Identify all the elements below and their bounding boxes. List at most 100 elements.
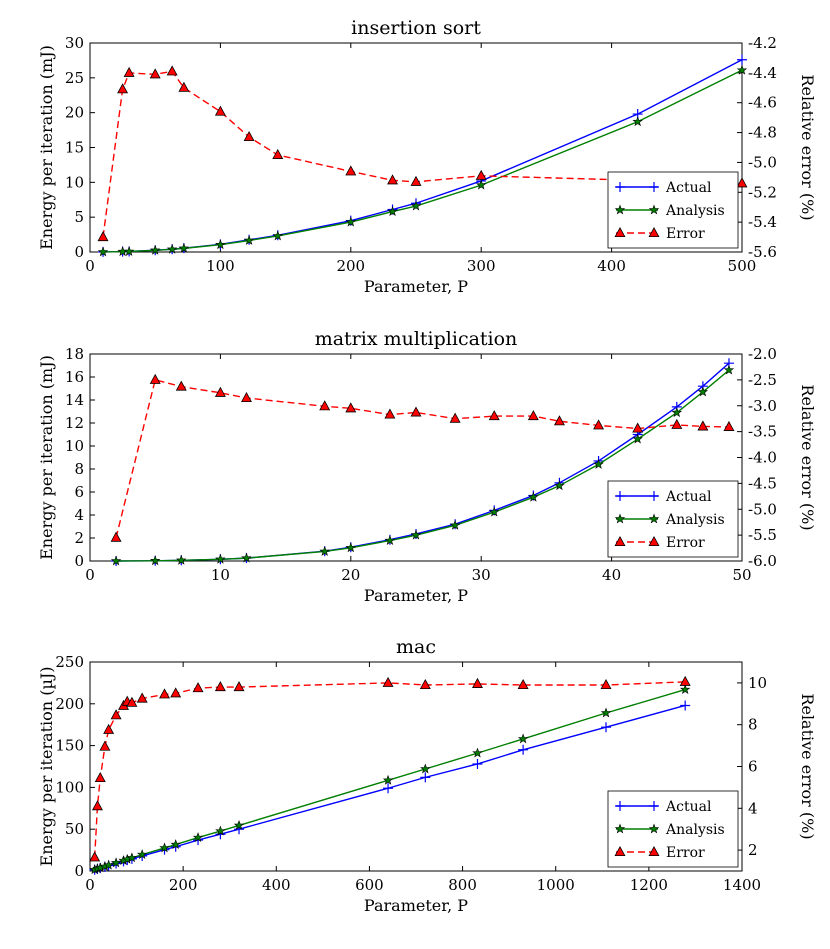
y-tick-label: 14 [65, 391, 84, 409]
data-point-error [723, 420, 735, 431]
y-tick-label: 100 [55, 778, 84, 796]
data-point-error [527, 410, 539, 421]
data-point-analysis [472, 747, 483, 758]
data-point-error [387, 174, 399, 185]
series-analysis [89, 684, 691, 875]
y-tick-label: 30 [65, 34, 84, 52]
data-point-analysis [215, 239, 226, 250]
series-analysis [110, 364, 735, 566]
legend: Actual Analysis Error [607, 171, 739, 249]
data-point-error [553, 415, 565, 426]
data-point-analysis [243, 235, 255, 245]
chart-title: insertion sort [351, 17, 481, 39]
data-point-analysis [679, 684, 691, 695]
legend-label-error: Error [666, 845, 705, 861]
legend-marker [648, 823, 660, 834]
data-point-analysis [126, 852, 138, 863]
data-point-analysis [136, 849, 148, 860]
data-point-error [233, 681, 245, 692]
legend-marker [648, 226, 660, 237]
data-point-error [214, 681, 226, 692]
data-point-analysis [345, 542, 357, 553]
y-tick-label: 6 [74, 483, 84, 501]
data-point-analysis [150, 555, 161, 566]
y-axis-label: Energy per iteration (mJ) [37, 45, 56, 250]
legend-marker [614, 513, 626, 524]
data-point-analysis [166, 243, 178, 254]
y-tick-label: 18 [65, 345, 84, 363]
y-tick-label: 0 [74, 243, 84, 261]
data-point-error [175, 380, 187, 391]
x-tick-label: 10 [211, 566, 230, 584]
data-point-error [103, 723, 115, 734]
y2-tick-label: -4.4 [748, 64, 777, 82]
data-point-actual [518, 744, 529, 755]
data-point-error [243, 131, 255, 142]
data-point-analysis [554, 480, 565, 491]
legend-marker [649, 182, 659, 192]
y-tick-label: 0 [74, 862, 84, 880]
y2-tick-label: -5.0 [748, 153, 777, 171]
data-point-error [241, 391, 252, 402]
data-point-analysis [345, 216, 357, 227]
y-tick-label: 16 [65, 368, 84, 386]
y2-tick-label: -5.0 [748, 500, 777, 518]
legend-label-actual: Actual [665, 489, 712, 505]
data-point-error [94, 771, 106, 782]
y-tick-label: 200 [55, 695, 84, 713]
data-point-analysis [176, 554, 187, 565]
x-tick-label: 1000 [537, 876, 575, 894]
data-point-analysis [97, 246, 109, 257]
data-point-analysis [723, 364, 735, 375]
x-axis-label: Parameter, P [364, 586, 468, 605]
legend-marker [614, 226, 626, 237]
x-tick-label: 1400 [723, 876, 761, 894]
x-tick-label: 800 [448, 876, 477, 894]
series-line-actual [94, 704, 686, 871]
chart-title: mac [396, 636, 436, 658]
data-point-analysis [600, 707, 612, 718]
data-point-analysis [319, 545, 330, 556]
data-point-actual [680, 700, 691, 711]
data-point-actual [472, 758, 483, 769]
data-point-analysis [593, 458, 604, 469]
y2-tick-label: 6 [748, 758, 758, 776]
data-point-analysis [241, 552, 252, 563]
y-axis-label: Energy per iteration (mJ) [37, 355, 56, 560]
y2-tick-label: -5.5 [748, 526, 777, 544]
x-tick-label: 400 [262, 876, 291, 894]
data-point-analysis [123, 246, 135, 256]
data-point-error [736, 177, 748, 188]
data-point-analysis [671, 407, 682, 418]
data-point-error [593, 419, 605, 430]
data-point-error [110, 531, 122, 542]
data-point-error [117, 83, 129, 94]
chart-panel-1: insertion sort 0 100 200 300 400 500 0 5 10 15 20 25… [37, 17, 817, 296]
data-point-error [488, 410, 500, 421]
data-point-analysis [420, 763, 431, 774]
data-point-error [475, 169, 487, 180]
y2-tick-label: -4.6 [748, 94, 777, 112]
x-tick-label: 20 [341, 566, 360, 584]
data-point-error [632, 422, 644, 433]
y-tick-label: 50 [65, 820, 84, 838]
data-point-error [600, 678, 612, 689]
data-point-error [272, 148, 284, 159]
y-axis-label: Energy per iteration (µJ) [37, 667, 56, 867]
data-point-analysis [272, 230, 283, 241]
data-point-analysis [697, 386, 709, 397]
data-point-error [319, 400, 331, 411]
data-point-actual [383, 783, 394, 794]
data-point-actual [420, 772, 431, 783]
series-line-error [93, 681, 686, 858]
y2-tick-label: -2.0 [748, 345, 777, 363]
series-analysis [97, 64, 748, 257]
data-point-analysis [159, 842, 170, 853]
y-tick-label: 250 [55, 653, 84, 671]
legend-label-error: Error [666, 226, 705, 242]
data-point-error [166, 65, 178, 76]
chart-panel-3: mac 0 200 400 600 800 1000 1200 1400 0 50 100 150 200… [37, 636, 817, 915]
legend-marker [614, 823, 626, 834]
x-tick-label: 500 [728, 257, 757, 275]
